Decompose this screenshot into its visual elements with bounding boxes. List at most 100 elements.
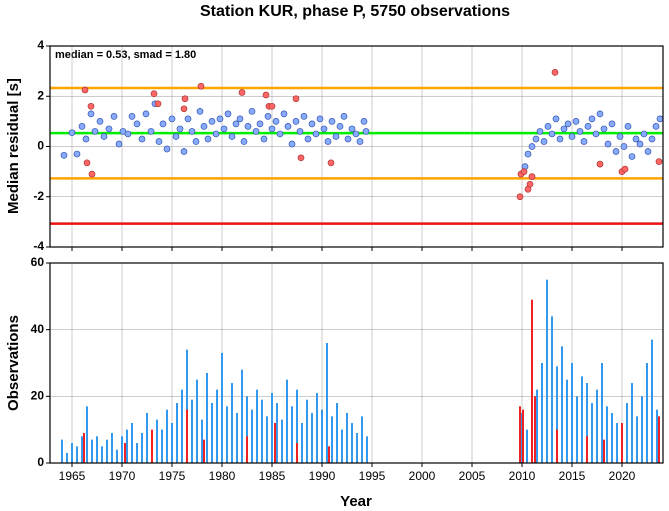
point [552,115,560,123]
y-axis-label: Median residual [s] [5,78,22,214]
point [105,125,113,133]
point [163,145,171,153]
bar [124,443,126,463]
point [252,128,260,135]
bar [328,446,330,463]
bar [76,446,78,463]
y-tick-label: 20 [31,389,45,403]
frame [49,262,664,464]
point [640,130,648,138]
bar [534,396,536,463]
point [327,159,335,167]
bar [61,439,63,463]
point [628,153,636,160]
bar [641,396,643,463]
x-tick-label: 1995 [359,469,386,483]
bar [296,443,298,463]
point [228,133,236,140]
bar [316,393,318,463]
point [621,165,629,173]
bar [161,429,163,463]
point [240,138,248,145]
bar [306,399,308,463]
point [204,135,212,143]
x-axis-label: Year [340,493,372,510]
point [268,102,276,110]
point [288,140,296,148]
bar [274,423,276,463]
bar [586,436,588,463]
point [232,120,240,128]
y-tick-label: 4 [37,38,44,52]
point [304,135,312,143]
point [244,123,252,130]
point [238,89,246,96]
point [320,125,328,133]
bar [181,389,183,463]
bar [606,406,608,463]
point [248,107,256,115]
point [224,110,232,118]
y-tick-label: 0 [37,139,44,153]
bar [519,406,521,463]
x-tick-label: 1985 [259,469,286,483]
point [184,115,192,123]
bar [286,379,288,463]
bar [321,409,323,463]
bar [131,423,133,463]
point [138,135,146,143]
y-tick-label: 2 [37,88,44,102]
point [592,130,600,138]
bar [281,419,283,463]
bar [206,373,208,463]
bar [576,396,578,463]
bar [581,376,583,463]
point [352,130,360,138]
point [596,160,604,168]
y-tick-label: -4 [33,239,44,253]
point [192,138,200,145]
bar [256,389,258,463]
bar [126,429,128,463]
point [155,138,163,145]
bar [186,349,188,463]
point [220,125,228,133]
point [576,128,584,135]
bar [591,403,593,463]
x-tick-label: 1990 [309,469,336,483]
point [110,112,118,120]
point [655,158,663,165]
bar [191,399,193,463]
bar [331,416,333,463]
bar [221,353,223,463]
bar [621,423,623,463]
bar [246,396,248,463]
bar [171,423,173,463]
annotation: median = 0.53, smad = 1.80 [55,49,196,61]
point [292,95,300,103]
bar [276,403,278,463]
bar [311,413,313,463]
point [236,115,244,123]
point [544,123,552,130]
point [532,135,540,143]
point [197,82,205,90]
bar [186,409,188,463]
x-tick-label: 1975 [159,469,186,483]
point [648,135,656,143]
point [196,107,204,115]
bar [656,409,658,463]
point [572,118,580,125]
point [96,118,104,125]
bar [561,346,563,463]
x-tick-label: 2020 [609,469,636,483]
point [280,110,288,118]
bar [651,339,653,463]
point [652,123,660,130]
point [316,115,324,123]
bar [121,436,123,463]
bar [216,389,218,463]
point [83,159,91,167]
bar [556,366,558,463]
